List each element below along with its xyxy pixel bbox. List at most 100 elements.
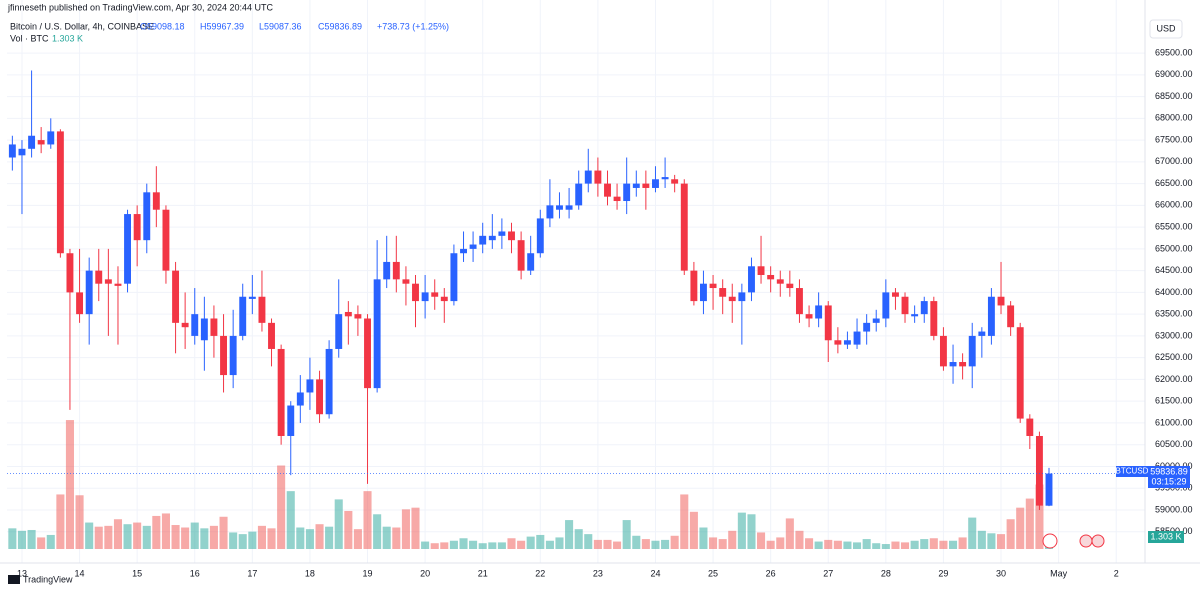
volume-label-box [1148,531,1184,543]
volume-bar [488,542,497,549]
candle-body [181,322,189,328]
volume-bar [1006,519,1015,549]
x-tick-label: 22 [535,568,545,578]
candle-body [431,292,439,297]
volume-bar [382,526,391,549]
volume-bar [257,525,266,549]
candle-body [1026,418,1034,436]
volume-bar [478,543,487,549]
volume-bar [593,539,602,549]
y-tick-label: 65000.00 [1155,243,1193,253]
candle-body [556,205,563,210]
candle-body [661,177,669,180]
candle-body [248,296,256,299]
volume-bar [699,527,708,549]
candle-body [882,292,890,319]
event-icon[interactable] [1042,533,1058,549]
volume-bar [200,528,209,549]
candle-body [815,305,823,319]
volume-bar [142,525,151,549]
candle-body [623,183,631,202]
candle-body [719,288,727,297]
legend-close: C59836.89 [318,21,362,31]
candle-body [37,140,45,145]
volume-bar [238,534,247,549]
volume-bar [46,534,55,549]
candle-body [344,311,352,317]
publisher: jfinneseth published on TradingView.com,… [7,2,274,12]
candle-body [748,266,755,293]
volume-bar [536,534,545,549]
brand: TradingView [23,574,73,584]
y-tick-label: 63000.00 [1155,330,1193,340]
candle-body [1007,305,1015,328]
candle-body [978,331,986,336]
volume-bar [689,511,698,549]
candle-body [652,179,659,188]
flag-icon[interactable] [1091,534,1105,548]
candle-body [306,379,314,393]
volume-bar [651,540,660,549]
candle-body [594,170,602,184]
volume-bar [161,513,170,549]
candle-body [229,335,237,376]
candle-body [863,322,871,332]
volume-bar [814,541,823,549]
y-tick-label: 64000.00 [1155,287,1193,297]
volume-bar [305,529,314,549]
candle-body [757,266,765,275]
y-tick-label: 64500.00 [1155,265,1193,275]
volume-label: 1.303 K [1150,531,1181,541]
volume-bar [469,540,478,549]
volume-bar [728,530,737,549]
volume-bar [968,517,977,549]
volume-bar [670,535,679,549]
volume-bar [344,510,353,549]
candle-body [354,314,362,319]
candle-body [85,270,93,315]
currency-box[interactable] [1149,19,1183,39]
volume-bar [680,494,689,549]
candle-body [776,279,784,284]
candle-body [8,144,16,158]
candle-body [287,405,295,436]
volume-bar [641,539,650,549]
volume-bar [833,540,842,549]
candle-body [728,296,736,302]
volume-bar [392,527,401,549]
volume-bar [459,538,468,549]
legend-low: L59087.36 [259,21,302,31]
y-tick-label: 60000.00 [1155,461,1193,471]
volume-bar [1035,484,1044,549]
flag-icon[interactable] [1079,534,1093,548]
volume-bar [574,529,583,549]
y-tick-label: 66000.00 [1155,200,1193,210]
volume-bar [843,541,852,549]
candle-body [738,292,746,302]
x-tick-label: 2 [1114,568,1119,578]
candle-body [642,183,650,188]
candle-body [220,335,227,376]
y-tick-label: 60500.00 [1155,439,1193,449]
volume-bar [862,539,871,549]
volume-bar [785,518,794,549]
volume-bar [133,522,142,549]
volume-bar [661,539,670,549]
volume-bar [1016,507,1025,549]
volume-bar [977,530,986,549]
volume-bar [747,514,756,549]
candle-body [997,296,1005,306]
candle-body [824,305,832,341]
candle-body [450,253,458,302]
volume-bar [430,543,439,549]
candle-body [671,179,679,184]
volume-bar [286,491,295,549]
volume-bar [709,537,718,549]
x-tick-label: 13 [17,568,27,578]
x-tick-label: 29 [938,568,948,578]
candle-body [268,322,275,349]
candle-body [959,362,967,367]
volume-bar [881,544,890,549]
candle-body [930,301,938,336]
